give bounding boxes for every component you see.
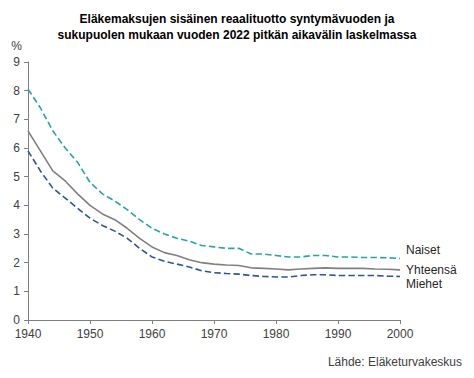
svg-text:%: %: [11, 39, 22, 53]
svg-text:2: 2: [13, 256, 20, 270]
svg-text:Lähde: Eläketurvakeskus: Lähde: Eläketurvakeskus: [328, 355, 462, 369]
svg-text:6: 6: [13, 141, 20, 155]
svg-text:Yhteensä: Yhteensä: [406, 263, 457, 277]
svg-text:1: 1: [13, 284, 20, 298]
svg-text:9: 9: [13, 55, 20, 69]
svg-text:0: 0: [13, 313, 20, 327]
svg-text:7: 7: [13, 112, 20, 126]
svg-text:Eläkemaksujen sisäinen reaalit: Eläkemaksujen sisäinen reaalituotto synt…: [80, 12, 395, 26]
svg-text:1950: 1950: [77, 327, 104, 341]
svg-text:3: 3: [13, 227, 20, 241]
svg-text:1970: 1970: [201, 327, 228, 341]
svg-text:2000: 2000: [387, 327, 414, 341]
svg-text:Miehet: Miehet: [406, 277, 443, 291]
svg-text:4: 4: [13, 198, 20, 212]
svg-text:8: 8: [13, 84, 20, 98]
svg-text:1980: 1980: [263, 327, 290, 341]
svg-text:1990: 1990: [325, 327, 352, 341]
svg-text:Naiset: Naiset: [406, 243, 441, 257]
svg-text:1960: 1960: [139, 327, 166, 341]
svg-text:1940: 1940: [15, 327, 42, 341]
svg-text:sukupuolen mukaan vuoden 2022: sukupuolen mukaan vuoden 2022 pitkän aik…: [58, 28, 417, 42]
svg-text:5: 5: [13, 170, 20, 184]
